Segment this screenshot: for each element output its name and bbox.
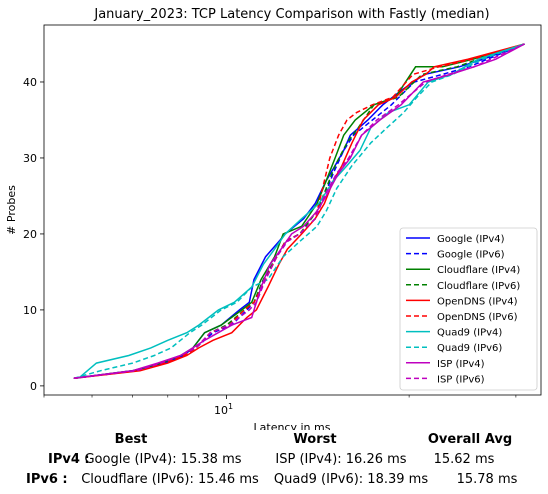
summary-row-ipv6-avg: 15.78 ms bbox=[456, 472, 518, 487]
summary-row-ipv4-avg: 15.62 ms bbox=[433, 452, 495, 467]
series-line-isp-ipv4 bbox=[73, 43, 525, 380]
summary-header-best: Best bbox=[114, 432, 148, 447]
series-layer bbox=[73, 43, 525, 380]
legend-label-isp-ipv4: ISP (IPv4) bbox=[437, 359, 485, 370]
plot-frame bbox=[43, 24, 542, 396]
summary-row-ipv6-worst: Quad9 (IPv6): 18.39 ms bbox=[273, 472, 429, 487]
legend-label-google-ipv6: Google (IPv6) bbox=[437, 250, 505, 261]
summary-row-ipv4-best: Google (IPv4): 15.38 ms bbox=[84, 452, 242, 467]
y-tick-label: 40 bbox=[23, 76, 37, 89]
axes-layer: 0 10 20 30 40 101 bbox=[23, 76, 517, 417]
series-line-opendns-ipv6 bbox=[73, 43, 525, 380]
summary-row-ipv6-best: Cloudflare (IPv6): 15.46 ms bbox=[81, 472, 259, 487]
y-tick-label: 30 bbox=[23, 152, 37, 165]
summary-row-ipv4-worst: ISP (IPv4): 16.26 ms bbox=[275, 452, 407, 467]
legend: Google (IPv4) Google (IPv6) Cloudflare (IP… bbox=[399, 227, 538, 391]
series-line-quad9-ipv6 bbox=[73, 43, 525, 380]
series-line-quad9-ipv4 bbox=[78, 43, 525, 379]
legend-box bbox=[399, 227, 538, 391]
series-line-isp-ipv6 bbox=[73, 43, 525, 380]
y-axis-label: # Probes bbox=[5, 185, 18, 235]
summary-row-ipv4-label: IPv4 : bbox=[48, 452, 90, 467]
legend-label-opendns-ipv6: OpenDNS (IPv6) bbox=[437, 312, 518, 323]
legend-label-isp-ipv6: ISP (IPv6) bbox=[437, 374, 485, 385]
x-tick-label: 101 bbox=[214, 402, 233, 417]
y-tick-label: 10 bbox=[23, 304, 37, 317]
legend-label-cloudflare-ipv4: Cloudflare (IPv4) bbox=[437, 265, 520, 276]
summary-header-worst: Worst bbox=[293, 432, 337, 447]
legend-label-cloudflare-ipv6: Cloudflare (IPv6) bbox=[437, 281, 520, 292]
x-axis-label: Latency in ms bbox=[254, 421, 331, 430]
legend-label-opendns-ipv4: OpenDNS (IPv4) bbox=[437, 296, 518, 307]
summary-row-ipv6-label: IPv6 : bbox=[26, 472, 68, 487]
summary-header-avg: Overall Avg bbox=[427, 432, 513, 447]
latency-chart: January_2023: TCP Latency Comparison wit… bbox=[5, 7, 542, 430]
y-tick-label: 20 bbox=[23, 228, 37, 241]
y-tick-label: 0 bbox=[30, 380, 37, 393]
chart-title: January_2023: TCP Latency Comparison wit… bbox=[93, 7, 489, 22]
legend-label-quad9-ipv6: Quad9 (IPv6) bbox=[437, 343, 502, 354]
legend-label-quad9-ipv4: Quad9 (IPv4) bbox=[437, 328, 502, 339]
legend-label-google-ipv4: Google (IPv4) bbox=[437, 234, 505, 245]
